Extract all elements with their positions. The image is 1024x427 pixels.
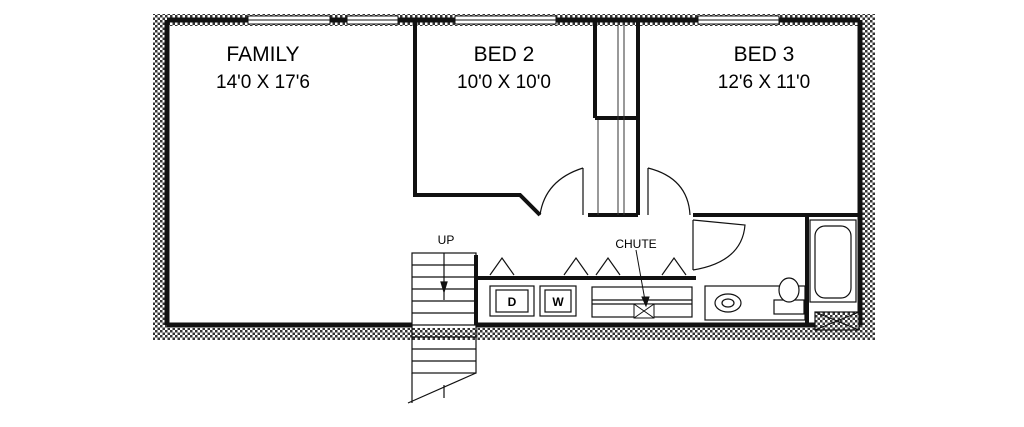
- family-room-name: FAMILY: [226, 43, 299, 66]
- door-swings: [539, 167, 746, 271]
- laundry-appliances: [489, 285, 693, 318]
- bed3-room-dims: 12'6 X 11'0: [718, 72, 810, 93]
- washer-label: W: [552, 295, 564, 309]
- bathroom-fixtures: [704, 219, 860, 331]
- exterior-walls: [164, 17, 863, 328]
- bed2-room-name: BED 2: [474, 43, 535, 66]
- chute-box: [633, 249, 655, 319]
- family-room-dims: 14'0 X 17'6: [216, 72, 310, 93]
- windows: [247, 15, 780, 25]
- linen-closet: [597, 24, 625, 215]
- stairs-up-label: UP: [438, 233, 455, 247]
- dryer-label: D: [508, 295, 517, 309]
- bed3-room-name: BED 3: [734, 43, 795, 66]
- bifold-doors: [489, 256, 687, 276]
- stairs: [407, 252, 477, 404]
- chute-label: CHUTE: [615, 237, 656, 251]
- bed2-room-dims: 10'0 X 10'0: [457, 72, 551, 93]
